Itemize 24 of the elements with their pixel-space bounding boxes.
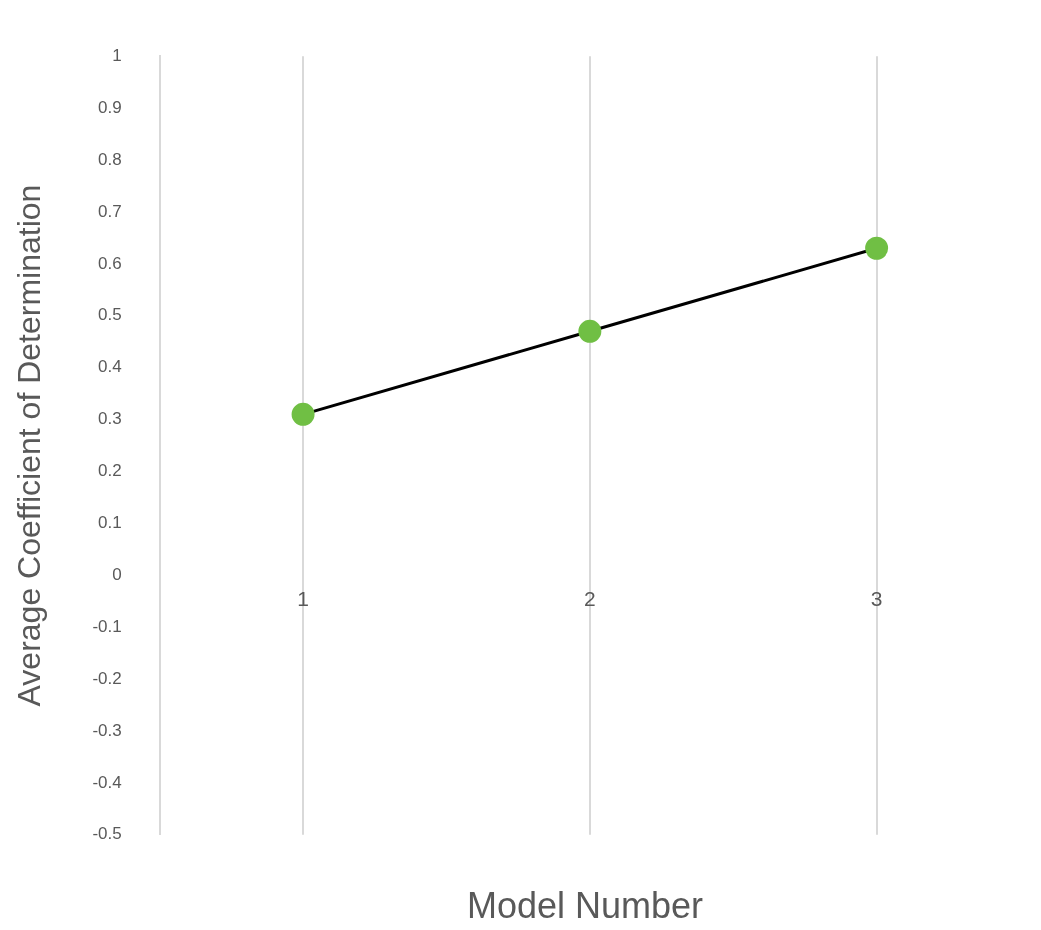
y-tick-label: -0.4 xyxy=(92,772,122,792)
y-tick-label: -0.2 xyxy=(92,668,122,688)
x-tick-label: 2 xyxy=(584,586,596,610)
y-tick-label: 0.3 xyxy=(98,409,122,429)
x-tick-label: 3 xyxy=(870,586,883,610)
point xyxy=(578,319,602,343)
y-tick-label: 0.6 xyxy=(98,253,122,273)
x-tick-label: 1 xyxy=(297,586,309,610)
y-tick-label: 0.8 xyxy=(98,149,122,169)
x-axis-title: Model Number xyxy=(465,885,705,927)
y-tick-label: 0.5 xyxy=(98,305,122,325)
y-tick-label: -0.5 xyxy=(92,824,122,844)
y-tick-label: 0.1 xyxy=(98,513,122,533)
y-tick-label: -0.1 xyxy=(92,616,122,636)
y-tick-label: 0.9 xyxy=(98,97,122,117)
point xyxy=(865,236,889,260)
y-tick-label: 0.4 xyxy=(98,357,122,377)
y-tick-label: 0.2 xyxy=(98,461,122,481)
y-tick-label: 1 xyxy=(112,45,122,65)
y-tick-label: 0 xyxy=(112,564,122,584)
y-tick-label: -0.3 xyxy=(92,720,122,740)
y-axis-title: Average Coefficient of Determination xyxy=(11,184,48,707)
y-tick-label: 0.7 xyxy=(98,201,122,221)
point xyxy=(291,402,315,426)
